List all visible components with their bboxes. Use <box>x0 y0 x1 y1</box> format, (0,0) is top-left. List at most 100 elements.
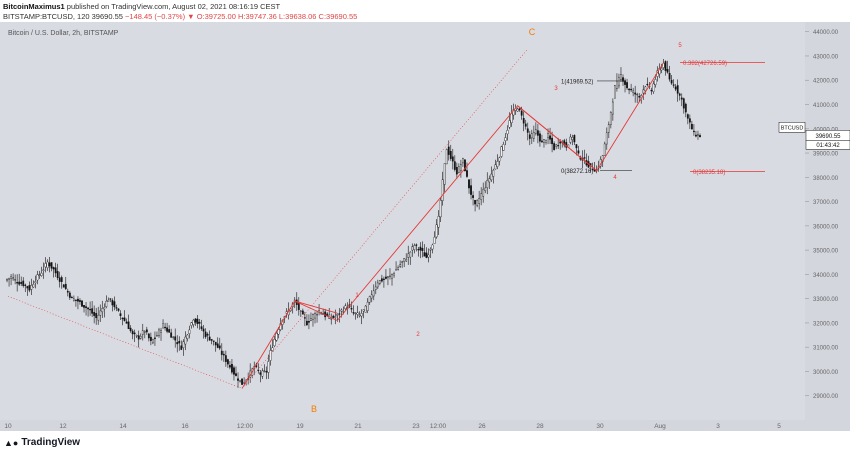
candle[interactable] <box>449 151 452 159</box>
candle[interactable] <box>508 120 511 128</box>
candle[interactable] <box>259 372 262 375</box>
candle[interactable] <box>91 308 94 314</box>
candle[interactable] <box>496 161 499 167</box>
candle[interactable] <box>660 68 663 71</box>
candle[interactable] <box>478 198 481 204</box>
candle[interactable] <box>62 284 65 288</box>
candle[interactable] <box>115 307 118 309</box>
chart-area[interactable]: Bitcoin / U.S. Dollar, 2h, BITSTAMP 2900… <box>0 22 850 431</box>
candle[interactable] <box>83 305 85 308</box>
candle[interactable] <box>642 89 645 94</box>
candle[interactable] <box>216 343 219 348</box>
candle[interactable] <box>303 317 306 319</box>
candle[interactable] <box>532 132 535 139</box>
candle[interactable] <box>222 353 225 356</box>
candle[interactable] <box>360 313 363 317</box>
candle[interactable] <box>443 163 446 185</box>
candle[interactable] <box>93 312 96 316</box>
candle[interactable] <box>504 137 507 142</box>
candle[interactable] <box>332 315 335 318</box>
candle[interactable] <box>447 146 450 155</box>
candle[interactable] <box>107 299 110 302</box>
candle[interactable] <box>500 146 503 157</box>
candle[interactable] <box>176 342 179 345</box>
candle[interactable] <box>611 101 614 115</box>
candle[interactable] <box>52 267 55 270</box>
candle[interactable] <box>158 329 160 337</box>
candle[interactable] <box>50 262 53 269</box>
candle[interactable] <box>40 272 43 276</box>
candle[interactable] <box>297 303 300 310</box>
candle[interactable] <box>455 167 458 175</box>
candle[interactable] <box>356 312 359 315</box>
candle[interactable] <box>147 333 150 339</box>
candle[interactable] <box>573 135 576 143</box>
candle[interactable] <box>634 92 637 95</box>
candle[interactable] <box>200 326 203 329</box>
candle[interactable] <box>299 310 302 312</box>
candle[interactable] <box>231 364 233 373</box>
candle[interactable] <box>70 296 73 299</box>
candle[interactable] <box>224 355 227 362</box>
candle[interactable] <box>553 143 556 150</box>
candle[interactable] <box>555 144 558 147</box>
candle[interactable] <box>417 249 420 251</box>
candle[interactable] <box>277 329 280 335</box>
candle[interactable] <box>75 299 77 301</box>
candle[interactable] <box>526 128 529 133</box>
candle[interactable] <box>385 276 387 279</box>
candle[interactable] <box>577 150 580 154</box>
candle[interactable] <box>470 185 472 195</box>
candle[interactable] <box>273 339 276 347</box>
candle[interactable] <box>460 164 462 171</box>
candle[interactable] <box>30 285 33 290</box>
candle[interactable] <box>545 140 547 143</box>
candle[interactable] <box>131 330 134 335</box>
candle[interactable] <box>603 143 606 156</box>
candle[interactable] <box>72 298 75 301</box>
candle[interactable] <box>413 245 416 251</box>
elliott-wave-line[interactable] <box>241 62 664 389</box>
candle[interactable] <box>156 335 158 337</box>
candle[interactable] <box>593 169 596 172</box>
candle[interactable] <box>56 271 59 279</box>
candle[interactable] <box>243 382 245 384</box>
candle[interactable] <box>168 329 171 333</box>
candle[interactable] <box>575 144 578 149</box>
candle[interactable] <box>166 327 168 332</box>
candle[interactable] <box>632 90 635 93</box>
candle[interactable] <box>149 336 152 341</box>
candle[interactable] <box>121 317 124 320</box>
candle[interactable] <box>644 86 647 91</box>
candle[interactable] <box>24 284 27 286</box>
candle[interactable] <box>38 274 41 276</box>
candle[interactable] <box>152 339 154 344</box>
candle[interactable] <box>117 308 120 311</box>
candle[interactable] <box>362 309 365 312</box>
candle[interactable] <box>352 312 355 314</box>
candle[interactable] <box>97 314 100 321</box>
candle[interactable] <box>488 178 491 183</box>
candle[interactable] <box>670 79 673 84</box>
candle[interactable] <box>492 169 495 177</box>
price-axis[interactable]: 29000.00 30000.00 31000.00 32000.00 33000.00… <box>805 30 839 400</box>
candle[interactable] <box>372 290 375 297</box>
candle[interactable] <box>423 252 426 257</box>
candle[interactable] <box>674 86 677 90</box>
candle[interactable] <box>18 281 21 285</box>
candle[interactable] <box>583 157 586 159</box>
candle[interactable] <box>54 267 57 274</box>
candle[interactable] <box>605 132 608 145</box>
candle[interactable] <box>397 267 399 270</box>
time-axis-background[interactable] <box>0 420 805 431</box>
candle[interactable] <box>543 139 545 143</box>
candle[interactable] <box>8 278 10 280</box>
candle[interactable] <box>269 350 272 361</box>
candle[interactable] <box>457 166 460 173</box>
candle[interactable] <box>518 108 521 111</box>
candle[interactable] <box>524 123 527 127</box>
candle[interactable] <box>190 322 193 326</box>
candle[interactable] <box>330 318 333 320</box>
candle[interactable] <box>445 149 448 165</box>
candle[interactable] <box>160 330 162 333</box>
